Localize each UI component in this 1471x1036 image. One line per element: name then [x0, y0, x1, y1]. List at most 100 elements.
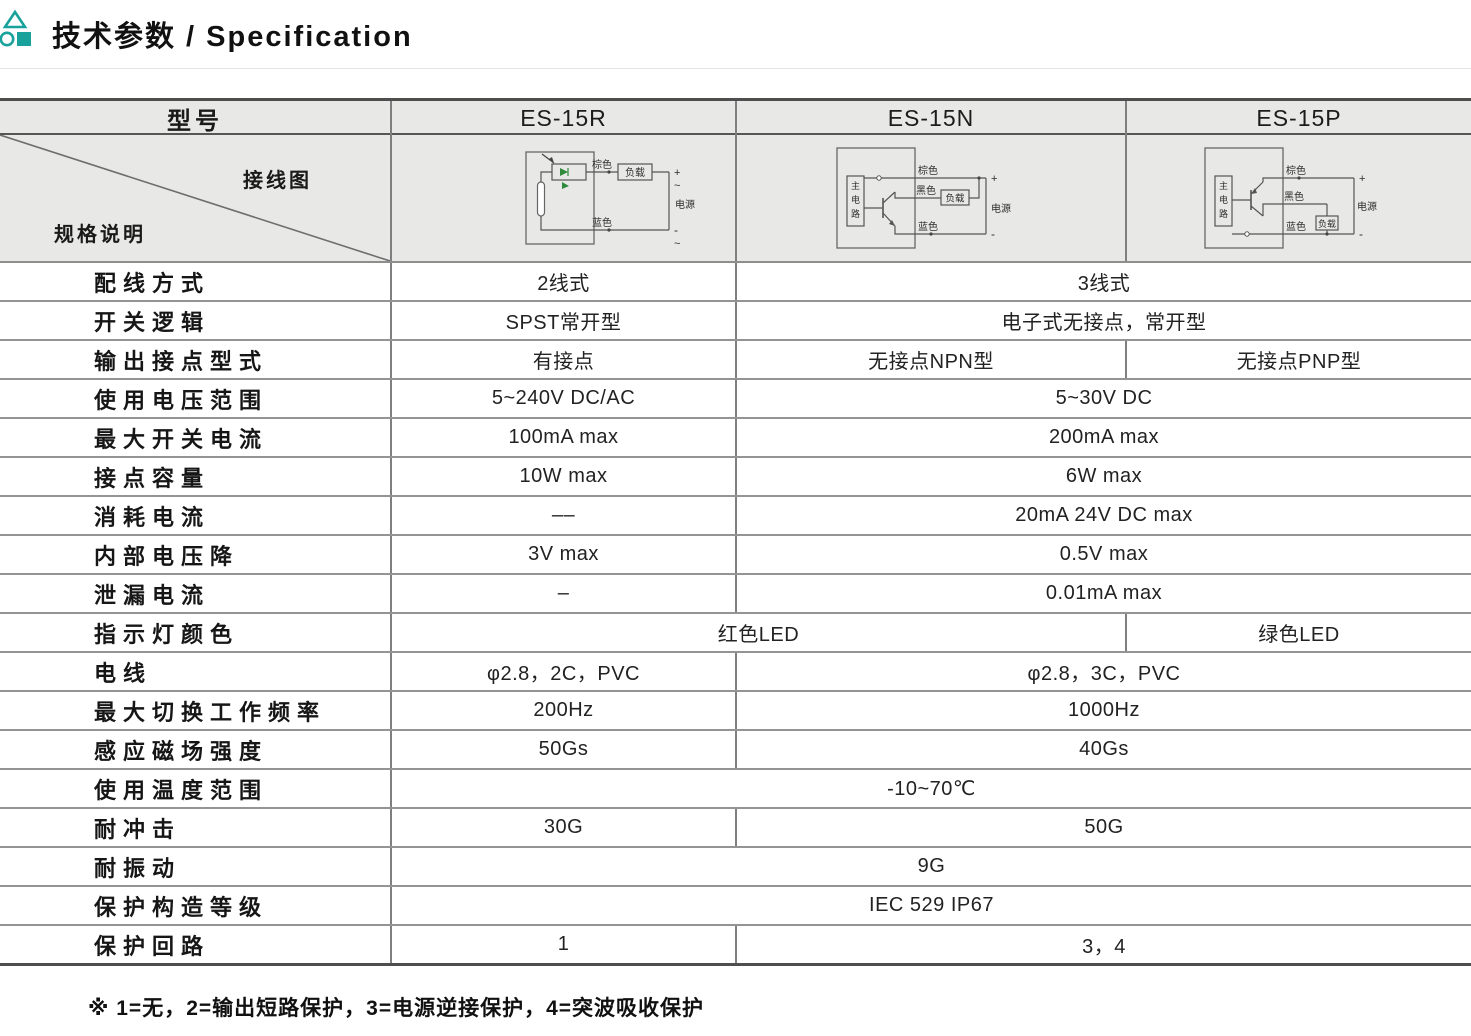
row-label: 指示灯颜色: [94, 621, 240, 647]
row-label: 保护构造等级: [94, 894, 269, 920]
table-row: 电线 φ2.8，2C，PVC φ2.8，3C，PVC: [0, 653, 1471, 692]
blue-wire-label: 蓝色: [592, 216, 612, 229]
row-value: 200mA max: [735, 419, 1471, 456]
table-row: 最大开关电流 100mA max 200mA max: [0, 419, 1471, 458]
main-circuit-char: 电: [1219, 194, 1228, 205]
footnote: ※ 1=无，2=输出短路保护，3=电源逆接保护，4=突波吸收保护: [88, 997, 705, 1020]
table-row: 开关逻辑 SPST常开型 电子式无接点，常开型: [0, 302, 1471, 341]
load-label: 负载: [1318, 218, 1336, 229]
row-value: 3线式: [735, 263, 1471, 300]
table-row: 耐冲击 30G 50G: [0, 809, 1471, 848]
row-label: 配线方式: [94, 270, 211, 296]
row-value: -10~70℃: [390, 770, 1471, 807]
brown-wire-label: 棕色: [592, 158, 612, 171]
row-value: IEC 529 IP67: [390, 887, 1471, 924]
main-circuit-char: 主: [1219, 180, 1228, 191]
model-es-15n: ES-15N: [735, 101, 1125, 136]
black-wire-label: 黑色: [1284, 190, 1304, 203]
blue-wire-label: 蓝色: [1286, 220, 1306, 233]
corner-label-wiring-diagram: 接线图: [243, 170, 312, 192]
row-label: 开关逻辑: [94, 309, 211, 335]
row-value: 10W max: [390, 458, 735, 495]
row-label: 最大开关电流: [94, 426, 269, 452]
page-header: 技术参数 / Specification: [0, 0, 1471, 69]
row-label: 接点容量: [94, 465, 211, 491]
row-value: 0.01mA max: [735, 575, 1471, 612]
row-value: 无接点PNP型: [1125, 341, 1471, 378]
table-row: 配线方式 2线式 3线式: [0, 263, 1471, 302]
model-es-15p: ES-15P: [1125, 101, 1471, 136]
row-value: 30G: [390, 809, 735, 846]
table-row: 消耗电流 –– 20mA 24V DC max: [0, 497, 1471, 536]
row-label: 耐振动: [94, 855, 182, 881]
row-value: 200Hz: [390, 692, 735, 729]
row-value: ––: [390, 497, 735, 534]
diagonal-corner-cell: 接线图 规格说明: [0, 135, 390, 261]
table-row: 使用温度范围 -10~70℃: [0, 770, 1471, 809]
brown-wire-label: 棕色: [1286, 164, 1306, 177]
load-label: 负载: [625, 166, 645, 179]
row-value: 1000Hz: [735, 692, 1471, 729]
row-value: 5~30V DC: [735, 380, 1471, 417]
row-label: 使用温度范围: [94, 777, 269, 803]
main-circuit-char: 主: [851, 180, 860, 191]
main-circuit-char: 路: [1219, 208, 1228, 219]
table-row: 耐振动 9G: [0, 848, 1471, 887]
row-value: 50Gs: [390, 731, 735, 768]
row-value: 红色LED: [390, 614, 1125, 651]
row-value: –: [390, 575, 735, 612]
diagram-row: 接线图 规格说明: [0, 135, 1471, 263]
row-value: 2线式: [390, 263, 735, 300]
power-label: 电源: [675, 198, 695, 211]
plus-terminal: +: [991, 173, 997, 185]
table-row: 感应磁场强度 50Gs 40Gs: [0, 731, 1471, 770]
page-title: 技术参数 / Specification: [52, 21, 413, 53]
power-label: 电源: [991, 202, 1011, 215]
row-value: 20mA 24V DC max: [735, 497, 1471, 534]
model-es-15r: ES-15R: [390, 101, 735, 136]
table-row: 最大切换工作频率 200Hz 1000Hz: [0, 692, 1471, 731]
row-label: 最大切换工作频率: [94, 699, 327, 725]
plus-terminal: +: [674, 167, 680, 179]
spec-table: 型号 ES-15R ES-15N ES-15P 接线图 规格说明: [0, 98, 1471, 966]
table-row: 内部电压降 3V max 0.5V max: [0, 536, 1471, 575]
row-value: SPST常开型: [390, 302, 735, 339]
plus-terminal: +: [1359, 173, 1365, 185]
row-label: 使用电压范围: [94, 387, 269, 413]
table-row: 泄漏电流 –0.01mA max: [0, 575, 1471, 614]
row-value: 9G: [390, 848, 1471, 885]
minus-terminal: -: [991, 227, 995, 241]
row-label: 泄漏电流: [94, 582, 211, 608]
corner-label-spec-description: 规格说明: [54, 224, 146, 246]
row-label: 电线: [94, 660, 153, 686]
row-label: 消耗电流: [94, 504, 211, 530]
minus-terminal: -: [1359, 227, 1363, 241]
diagonal-divider: [0, 135, 390, 261]
row-value: 6W max: [735, 458, 1471, 495]
table-row: 使用电压范围 5~240V DC/AC 5~30V DC: [0, 380, 1471, 419]
table-row: 输出接点型式 有接点 无接点NPN型 无接点PNP型: [0, 341, 1471, 380]
table-row: 保护回路 1 3，4: [0, 926, 1471, 963]
ac-tilde: ~: [674, 238, 680, 250]
wiring-diagram-es-15n: 主 电 路: [735, 135, 1125, 261]
row-label: 保护回路: [94, 933, 211, 959]
spec-rows: 配线方式 2线式 3线式 开关逻辑 SPST常开型 电子式无接点，常开型 输出接点型式 有接点…: [0, 263, 1471, 963]
power-label: 电源: [1357, 200, 1377, 213]
row-label: 输出接点型式: [94, 348, 269, 374]
black-wire-label: 黑色: [916, 184, 936, 197]
row-value: 40Gs: [735, 731, 1471, 768]
table-row: 接点容量 10W max 6W max: [0, 458, 1471, 497]
load-label: 负载: [945, 193, 965, 205]
row-value: φ2.8，3C，PVC: [735, 653, 1471, 690]
brown-wire-label: 棕色: [918, 164, 938, 177]
row-value: 1: [390, 926, 735, 963]
ac-tilde: ~: [674, 180, 680, 192]
row-value: 无接点NPN型: [735, 341, 1125, 378]
row-value: 5~240V DC/AC: [390, 380, 735, 417]
model-header-row: 型号 ES-15R ES-15N ES-15P: [0, 101, 1471, 136]
row-value: 3V max: [390, 536, 735, 573]
table-row: 保护构造等级 IEC 529 IP67: [0, 887, 1471, 926]
row-value: φ2.8，2C，PVC: [390, 653, 735, 690]
row-value: 绿色LED: [1125, 614, 1471, 651]
